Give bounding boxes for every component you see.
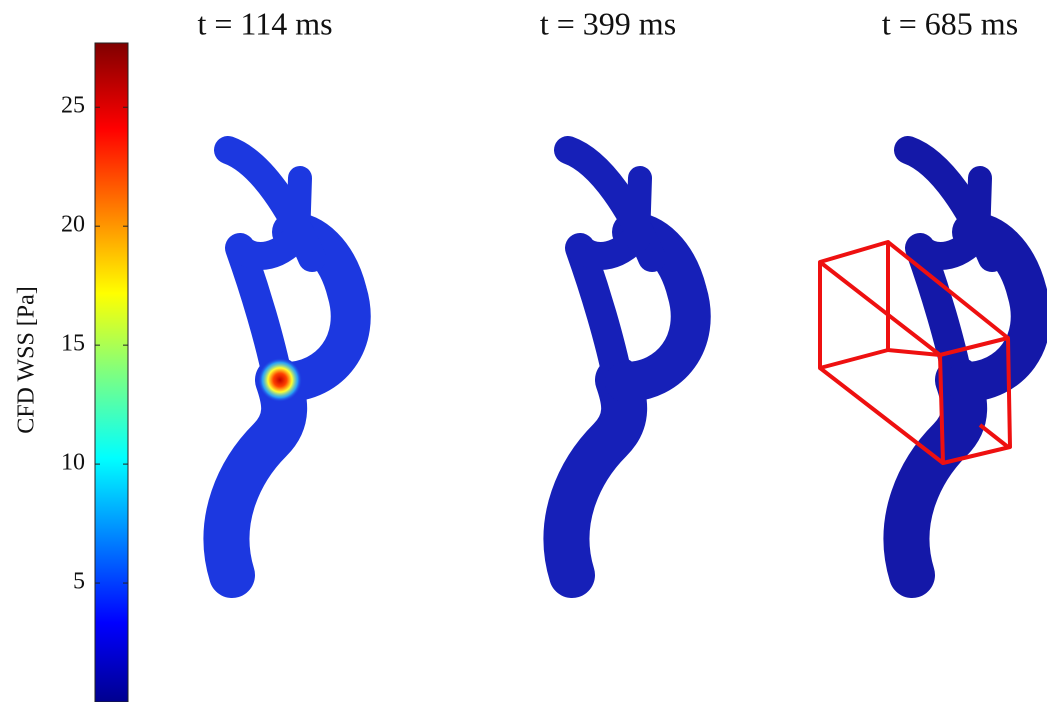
colorbar-tick-label: 10 xyxy=(61,450,85,476)
colorbar-tick-label: 15 xyxy=(61,331,85,357)
wss-hotspot xyxy=(258,358,302,402)
colorbar-tick-label: 25 xyxy=(61,93,85,119)
region-box xyxy=(818,240,1012,465)
panel-title: t = 685 ms xyxy=(882,5,1018,41)
panel-title: t = 399 ms xyxy=(540,5,676,41)
colorbar-label: CFD WSS [Pa] xyxy=(14,286,40,434)
colorbar-ticks: 5 10 15 20 25 xyxy=(61,93,128,595)
panel-2-vessel xyxy=(566,150,690,575)
panel-title: t = 114 ms xyxy=(197,5,332,41)
colorbar xyxy=(94,42,129,702)
colorbar-tick-label: 20 xyxy=(61,212,85,238)
panel-3-vessel xyxy=(906,150,1030,575)
colorbar-tick-label: 5 xyxy=(73,569,85,595)
panel-1-vessel xyxy=(226,150,350,575)
